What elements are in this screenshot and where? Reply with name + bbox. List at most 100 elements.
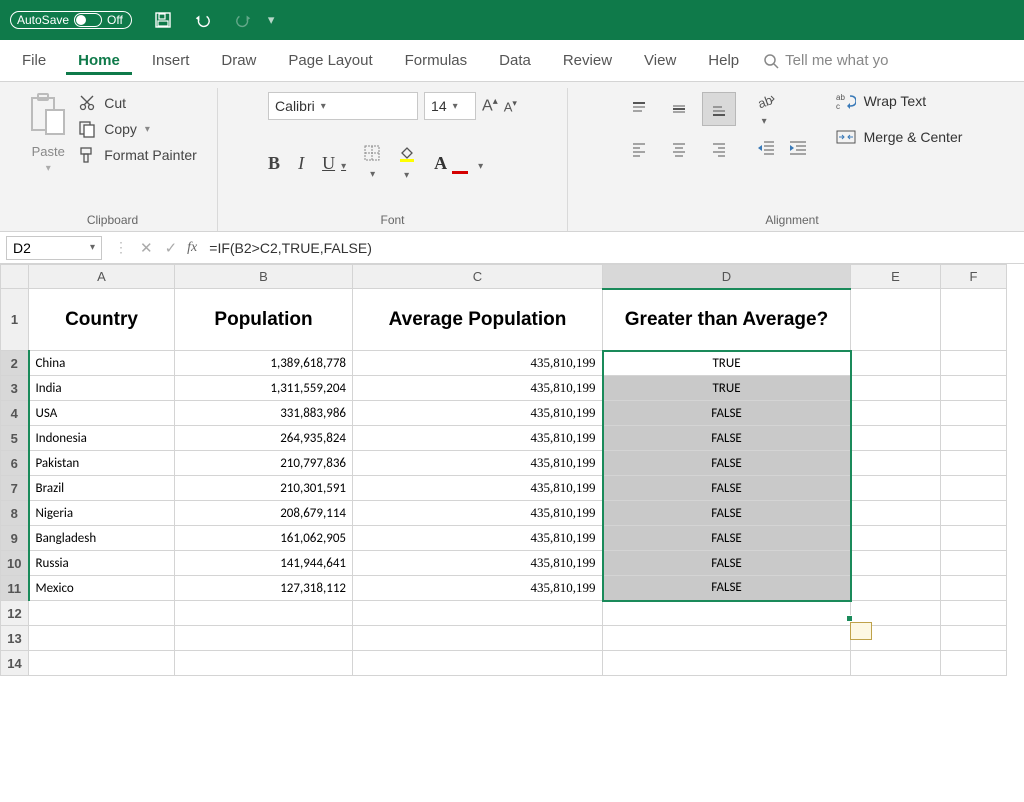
cell[interactable]: FALSE xyxy=(603,551,851,576)
accept-formula-button[interactable]: ✓ xyxy=(159,239,184,257)
cell[interactable] xyxy=(851,451,941,476)
decrease-font-icon[interactable]: A▾ xyxy=(504,98,517,114)
cell[interactable] xyxy=(851,289,941,351)
cell[interactable] xyxy=(941,651,1007,676)
align-middle-button[interactable] xyxy=(662,92,696,126)
menu-home[interactable]: Home xyxy=(66,46,132,75)
col-header-a[interactable]: A xyxy=(29,265,175,289)
cell[interactable]: Brazil xyxy=(29,476,175,501)
row-header[interactable]: 7 xyxy=(1,476,29,501)
cell[interactable]: FALSE xyxy=(603,501,851,526)
cell[interactable] xyxy=(941,451,1007,476)
align-center-button[interactable] xyxy=(662,132,696,166)
cell[interactable]: 210,797,836 xyxy=(175,451,353,476)
cell[interactable]: 435,810,199 xyxy=(353,476,603,501)
cancel-formula-button[interactable]: ✕ xyxy=(134,239,159,257)
cell[interactable]: 435,810,199 xyxy=(353,401,603,426)
increase-indent-button[interactable] xyxy=(788,139,808,157)
cell[interactable] xyxy=(603,626,851,651)
col-header-f[interactable]: F xyxy=(941,265,1007,289)
paste-button[interactable]: Paste ▾ xyxy=(28,92,68,213)
cell[interactable] xyxy=(941,376,1007,401)
wrap-text-button[interactable]: abc Wrap Text xyxy=(836,92,963,110)
align-top-button[interactable] xyxy=(622,92,656,126)
cut-button[interactable]: Cut xyxy=(78,94,197,112)
cell[interactable]: 1,311,559,204 xyxy=(175,376,353,401)
align-bottom-button[interactable] xyxy=(702,92,736,126)
menu-file[interactable]: File xyxy=(10,46,58,75)
font-color-button[interactable]: A xyxy=(434,153,483,174)
cell[interactable] xyxy=(851,426,941,451)
cell[interactable] xyxy=(175,601,353,626)
formula-input[interactable]: =IF(B2>C2,TRUE,FALSE) xyxy=(205,240,1024,256)
borders-button[interactable] xyxy=(364,145,380,182)
cell[interactable]: Bangladesh xyxy=(29,526,175,551)
cell[interactable]: 435,810,199 xyxy=(353,551,603,576)
cell[interactable] xyxy=(941,626,1007,651)
cell[interactable]: Greater than Average? xyxy=(603,289,851,351)
cell[interactable]: 435,810,199 xyxy=(353,351,603,376)
cell[interactable]: Population xyxy=(175,289,353,351)
row-header[interactable]: 3 xyxy=(1,376,29,401)
cell[interactable]: FALSE xyxy=(603,576,851,601)
row-header[interactable]: 13 xyxy=(1,626,29,651)
cell[interactable] xyxy=(851,376,941,401)
cell[interactable]: India xyxy=(29,376,175,401)
row-header[interactable]: 6 xyxy=(1,451,29,476)
cell[interactable]: FALSE xyxy=(603,401,851,426)
cell[interactable] xyxy=(941,401,1007,426)
cell[interactable] xyxy=(175,626,353,651)
italic-button[interactable]: I xyxy=(298,153,304,174)
cell[interactable]: 331,883,986 xyxy=(175,401,353,426)
cell[interactable]: Average Population xyxy=(353,289,603,351)
cell[interactable]: 127,318,112 xyxy=(175,576,353,601)
menu-review[interactable]: Review xyxy=(551,46,624,75)
row-header[interactable]: 5 xyxy=(1,426,29,451)
cell[interactable] xyxy=(851,651,941,676)
cell[interactable]: FALSE xyxy=(603,451,851,476)
cell[interactable]: Country xyxy=(29,289,175,351)
cell[interactable] xyxy=(941,576,1007,601)
font-size-select[interactable]: 14 xyxy=(424,92,476,120)
col-header-c[interactable]: C xyxy=(353,265,603,289)
name-box[interactable]: D2▾ xyxy=(6,236,102,260)
cell[interactable]: Mexico xyxy=(29,576,175,601)
fx-icon[interactable]: fx xyxy=(183,240,205,256)
cell[interactable]: Russia xyxy=(29,551,175,576)
row-header[interactable]: 8 xyxy=(1,501,29,526)
font-name-select[interactable]: Calibri xyxy=(268,92,418,120)
row-header[interactable]: 11 xyxy=(1,576,29,601)
cell[interactable]: Pakistan xyxy=(29,451,175,476)
menu-formulas[interactable]: Formulas xyxy=(393,46,480,75)
decrease-indent-button[interactable] xyxy=(756,139,776,157)
increase-font-icon[interactable]: A▴ xyxy=(482,96,498,115)
menu-insert[interactable]: Insert xyxy=(140,46,202,75)
cell[interactable] xyxy=(851,551,941,576)
cell[interactable] xyxy=(175,651,353,676)
cell[interactable]: Indonesia xyxy=(29,426,175,451)
row-header[interactable]: 1 xyxy=(1,289,29,351)
bold-button[interactable]: B xyxy=(268,153,280,174)
select-all-corner[interactable] xyxy=(1,265,29,289)
worksheet[interactable]: A B C D E F 1 Country Population Average… xyxy=(0,264,1024,676)
cell[interactable] xyxy=(353,651,603,676)
cell[interactable] xyxy=(851,576,941,601)
cell[interactable]: FALSE xyxy=(603,526,851,551)
cell[interactable] xyxy=(603,651,851,676)
col-header-d[interactable]: D xyxy=(603,265,851,289)
cell[interactable] xyxy=(29,626,175,651)
cell[interactable] xyxy=(851,526,941,551)
menu-draw[interactable]: Draw xyxy=(209,46,268,75)
col-header-b[interactable]: B xyxy=(175,265,353,289)
menu-help[interactable]: Help xyxy=(696,46,751,75)
cell[interactable] xyxy=(851,501,941,526)
row-header[interactable]: 9 xyxy=(1,526,29,551)
row-header[interactable]: 10 xyxy=(1,551,29,576)
cell[interactable]: 141,944,641 xyxy=(175,551,353,576)
tell-me-search[interactable]: Tell me what yo xyxy=(763,52,888,69)
cell[interactable] xyxy=(353,626,603,651)
cell[interactable] xyxy=(353,601,603,626)
qat-dropdown-icon[interactable]: ▾ xyxy=(268,12,275,28)
cell[interactable]: FALSE xyxy=(603,426,851,451)
autosave-toggle[interactable]: AutoSave Off xyxy=(10,11,132,29)
